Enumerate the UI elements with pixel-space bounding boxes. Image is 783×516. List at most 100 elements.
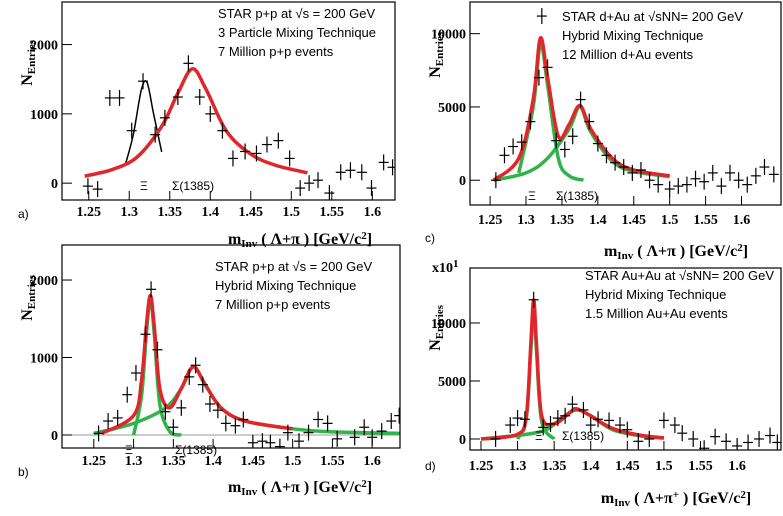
- data-point: [721, 433, 732, 450]
- frame: [61, 1, 396, 201]
- data-point: [324, 185, 335, 200]
- label-part: N: [19, 309, 36, 321]
- data-point: [273, 132, 284, 149]
- data-point: [293, 433, 304, 448]
- data-point: [759, 159, 770, 176]
- frame: [469, 267, 782, 451]
- y-tick-label: 10000: [431, 317, 466, 332]
- x-tick-label: 1.45: [239, 205, 264, 220]
- data-point: [768, 166, 779, 183]
- x-axis-label: mInv ( Λ+π ) [GeV/c2]: [228, 230, 372, 250]
- x-tick-label: 1.6: [363, 454, 381, 469]
- data-point: [716, 178, 727, 195]
- y-axis-label: NEntries: [19, 274, 38, 321]
- scale-label: x101: [432, 258, 459, 276]
- label-part: m: [601, 490, 615, 507]
- x-tick-label: 1.35: [158, 205, 183, 220]
- y-axis-label: NEntries: [427, 304, 446, 351]
- data-point: [567, 396, 578, 413]
- y-tick-label: 2000: [30, 39, 58, 54]
- data-point: [257, 433, 268, 448]
- data-point: [635, 161, 646, 178]
- data-point: [525, 113, 536, 130]
- data-point: [575, 91, 586, 108]
- x-tick-label: 1.3: [517, 213, 535, 228]
- data-point: [688, 430, 699, 447]
- y-axis-label: NEntries: [19, 39, 38, 86]
- data-point: [261, 136, 272, 153]
- x-tick-label: 1.55: [320, 454, 345, 469]
- data-point: [592, 135, 603, 152]
- data-point: [387, 159, 395, 176]
- data-point: [376, 423, 387, 440]
- panel: 1.25 1.3 1.35 1.4 1.45 1.5 1.55 1.6 0 1000 2000 STA…: [18, 244, 401, 498]
- data-point: [345, 162, 356, 179]
- data-point: [707, 164, 718, 181]
- x-tick-label: 1.55: [688, 459, 713, 474]
- label-part: Entries: [434, 31, 446, 66]
- data-point: [104, 89, 115, 106]
- data-point: [240, 143, 251, 160]
- data-point: [512, 410, 523, 427]
- data-point: [633, 433, 644, 450]
- annotation: Ξ: [140, 179, 148, 193]
- data-point: [567, 128, 578, 145]
- label-part: Entries: [26, 274, 38, 309]
- legend-text: 3 Particle Mixing Technique: [218, 25, 376, 40]
- annotation: Ξ: [528, 189, 536, 203]
- x-tick-label: 1.45: [615, 459, 640, 474]
- data-point: [386, 413, 397, 430]
- data-point: [499, 147, 510, 164]
- x-tick-label: 1.6: [364, 205, 382, 220]
- plot-area: [93, 281, 400, 448]
- y-tick-label: 5000: [438, 101, 466, 116]
- data-point: [304, 175, 315, 192]
- data-point: [112, 409, 123, 426]
- x-tick-label: 1.4: [589, 213, 607, 228]
- panel: 1.25 1.3 1.35 1.4 1.45 1.5 1.55 1.6 0 5000 10000 ST…: [425, 1, 782, 262]
- frame: [61, 244, 401, 449]
- label-part: 1: [453, 258, 459, 270]
- data-point: [82, 178, 93, 195]
- label-part: N: [427, 339, 444, 351]
- y-tick-label: 2000: [30, 274, 58, 289]
- data-point: [622, 421, 633, 438]
- data-point: [699, 440, 710, 450]
- data-point: [349, 429, 360, 446]
- data-point: [140, 326, 151, 343]
- data-point: [313, 411, 324, 428]
- x-tick-label: 1.4: [204, 454, 222, 469]
- data-point: [160, 403, 171, 420]
- data-point: [743, 434, 754, 450]
- label-part: ( Λ+π ) [GeV/c: [257, 231, 361, 248]
- data-point: [93, 425, 104, 442]
- plot-area: [480, 291, 781, 450]
- data-point: [536, 8, 547, 25]
- x-tick-label: 1.5: [661, 213, 679, 228]
- data-point: [356, 164, 367, 181]
- x-tick-label: 1.4: [202, 205, 220, 220]
- x-tick-label: 1.4: [582, 459, 600, 474]
- panel-label: d): [425, 459, 436, 473]
- data-point: [367, 429, 378, 446]
- plot-area: [82, 55, 395, 200]
- data-point: [197, 376, 208, 393]
- x-axis-label: mInv ( Λ+π+ ) [GeV/c2]: [601, 489, 751, 509]
- label-part: ( Λ+π ) [GeV/c: [633, 243, 737, 260]
- label-part: ( Λ+π: [630, 490, 673, 507]
- data-point: [601, 147, 612, 164]
- label-part: Inv: [617, 250, 633, 262]
- annotation: Ξ: [535, 429, 543, 443]
- fit-curve: [492, 36, 670, 182]
- label-part: x10: [432, 261, 453, 276]
- y-tick-label: 1000: [30, 108, 58, 123]
- data-point: [176, 399, 187, 416]
- label-part: ]: [367, 479, 372, 496]
- label-part: Entries: [434, 304, 446, 339]
- x-tick-label: 1.45: [241, 454, 266, 469]
- data-point: [251, 145, 262, 162]
- x-tick-label: 1.25: [76, 205, 101, 220]
- y-tick-label: 5000: [438, 375, 466, 390]
- data-point: [627, 164, 638, 181]
